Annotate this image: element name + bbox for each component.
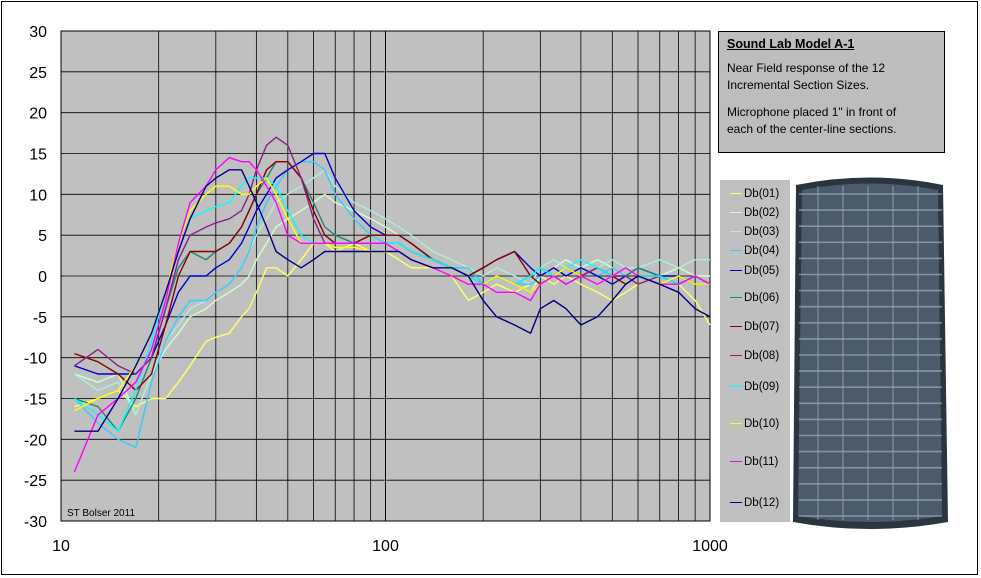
- y-tick-label: -10: [24, 351, 47, 368]
- info-line-4: each of the center-line sections.: [727, 122, 897, 136]
- legend-item: Db(11): [730, 456, 778, 470]
- y-tick-label: 20: [29, 106, 47, 123]
- legend-swatch: [730, 355, 742, 357]
- legend-label: Db(04): [744, 245, 780, 257]
- legend-label: Db(01): [744, 188, 780, 200]
- legend-item: Db(10): [730, 418, 779, 432]
- legend-label: Db(09): [744, 381, 780, 393]
- legend-label: Db(12): [744, 497, 780, 509]
- y-tick-label: -5: [33, 310, 47, 327]
- legend-item: Db(02): [730, 207, 779, 221]
- legend-item: Db(08): [730, 350, 779, 364]
- legend-item: Db(07): [730, 321, 779, 335]
- y-tick-label: 0: [38, 269, 47, 286]
- legend-item: Db(09): [730, 381, 779, 395]
- legend-item: Db(12): [730, 497, 779, 511]
- legend-swatch: [730, 250, 742, 252]
- legend-item: Db(04): [730, 245, 779, 259]
- legend-label: Db(07): [744, 321, 780, 333]
- y-tick-label: -30: [24, 514, 47, 531]
- legend-item: Db(05): [730, 265, 779, 279]
- legend-label: Db(05): [744, 265, 780, 277]
- info-line-1: Near Field response of the 12: [727, 61, 886, 75]
- speaker-panel-photo-icon: [793, 177, 948, 529]
- legend-swatch: [730, 193, 742, 195]
- legend-swatch: [730, 423, 742, 425]
- series-line-Db(11): [73, 156, 711, 473]
- legend-label: Db(11): [744, 456, 779, 468]
- series-line-Db(05): [74, 152, 710, 375]
- x-axis: 10 100 1000: [52, 538, 728, 555]
- legend-item: Db(06): [730, 292, 779, 306]
- info-line-2: Incremental Section Sizes.: [727, 78, 870, 92]
- y-tick-label: 30: [29, 24, 47, 41]
- y-tick-label: -20: [24, 432, 47, 449]
- legend-label: Db(10): [744, 418, 780, 430]
- y-tick-label: -15: [24, 392, 47, 409]
- y-tick-label: 25: [29, 65, 47, 82]
- x-tick-label: 1000: [692, 538, 728, 555]
- panel-grid: [799, 186, 942, 520]
- legend-label: Db(02): [744, 207, 780, 219]
- legend-swatch: [730, 231, 742, 233]
- legend-item: Db(01): [730, 188, 779, 202]
- y-tick-label: 5: [38, 228, 47, 245]
- legend-label: Db(08): [744, 350, 780, 362]
- series-lines: [73, 136, 711, 473]
- legend-swatch: [730, 461, 742, 463]
- legend-swatch: [730, 270, 742, 272]
- legend-swatch: [730, 386, 742, 388]
- info-line-3: Microphone placed 1" in front of: [727, 105, 897, 119]
- series-line-Db(12): [74, 169, 711, 432]
- info-title: Sound Lab Model A-1: [727, 37, 855, 51]
- legend-label: Db(03): [744, 226, 780, 238]
- y-tick-label: 10: [29, 187, 47, 204]
- info-box: Sound Lab Model A-1 Near Field response …: [718, 31, 945, 153]
- legend-label: Db(06): [744, 292, 780, 304]
- y-tick-label: -25: [24, 473, 47, 490]
- legend-swatch: [730, 502, 742, 504]
- x-tick-label: 100: [372, 538, 399, 555]
- y-tick-label: 15: [29, 147, 47, 164]
- legend-item: Db(03): [730, 226, 779, 240]
- legend-swatch: [730, 326, 742, 328]
- annotation: ST Bolser 2011: [67, 508, 135, 519]
- y-axis: 30 25 20 15 10 5 0 -5 -10 -15 -20 -25 -30: [24, 24, 47, 531]
- legend-swatch: [730, 297, 742, 299]
- x-tick-label: 10: [52, 538, 70, 555]
- legend: Db(01) Db(02) Db(03) Db(04) Db(05) Db(06) Db(0…: [720, 180, 790, 522]
- legend-swatch: [730, 212, 742, 214]
- series-line-Db(02): [74, 193, 710, 416]
